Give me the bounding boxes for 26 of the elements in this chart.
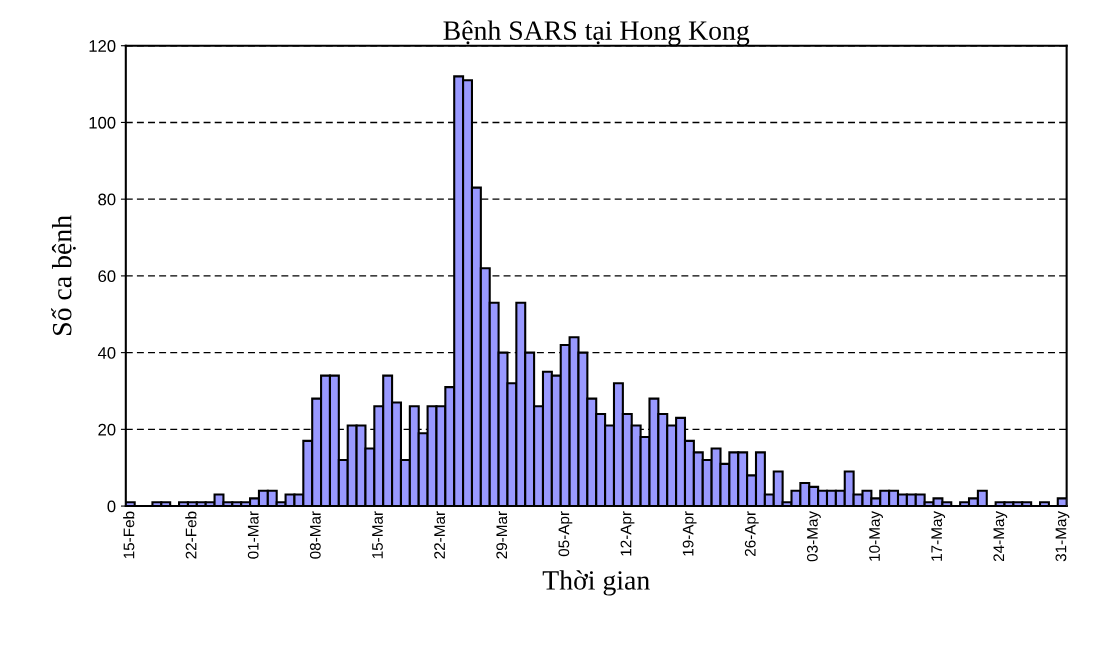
- x-tick-label: 24-May: [993, 510, 1008, 562]
- x-tick-label: 26-Apr: [744, 511, 759, 557]
- x-tick-label: 19-Apr: [682, 511, 697, 556]
- x-tick-label: 01-Mar: [247, 511, 259, 559]
- y-tick-label: 100: [89, 116, 116, 129]
- x-tick-label: 17-May: [931, 510, 946, 561]
- x-tick-label: 31-May: [1055, 510, 1070, 562]
- y-tick-label: 0: [107, 500, 116, 513]
- y-tick-label: 80: [98, 193, 116, 206]
- x-tick-label: 08-Mar: [309, 511, 321, 559]
- y-tick-label: 40: [97, 347, 116, 359]
- x-tick-label: 22-Feb: [185, 511, 197, 559]
- x-tick-label: 22-Mar: [434, 511, 445, 559]
- x-tick-label: 29-Mar: [496, 511, 508, 559]
- x-tick-label: 05-Apr: [558, 511, 573, 557]
- y-axis-title: Số ca bệnh: [51, 215, 76, 335]
- x-tick-label: 15-Mar: [372, 511, 383, 559]
- chart-title: Bệnh SARS tại Hong Kong: [443, 20, 750, 46]
- x-axis-title: Thời gian: [542, 570, 650, 596]
- y-tick-label: 120: [89, 40, 116, 52]
- x-tick-label: 03-May: [806, 510, 821, 562]
- x-tick-label: 15-Feb: [123, 511, 135, 559]
- x-tick-label: 12-Apr: [620, 511, 635, 556]
- x-tick-label: 10-May: [869, 510, 883, 561]
- y-tick-label: 20: [98, 423, 116, 436]
- y-tick-label: 60: [98, 270, 116, 283]
